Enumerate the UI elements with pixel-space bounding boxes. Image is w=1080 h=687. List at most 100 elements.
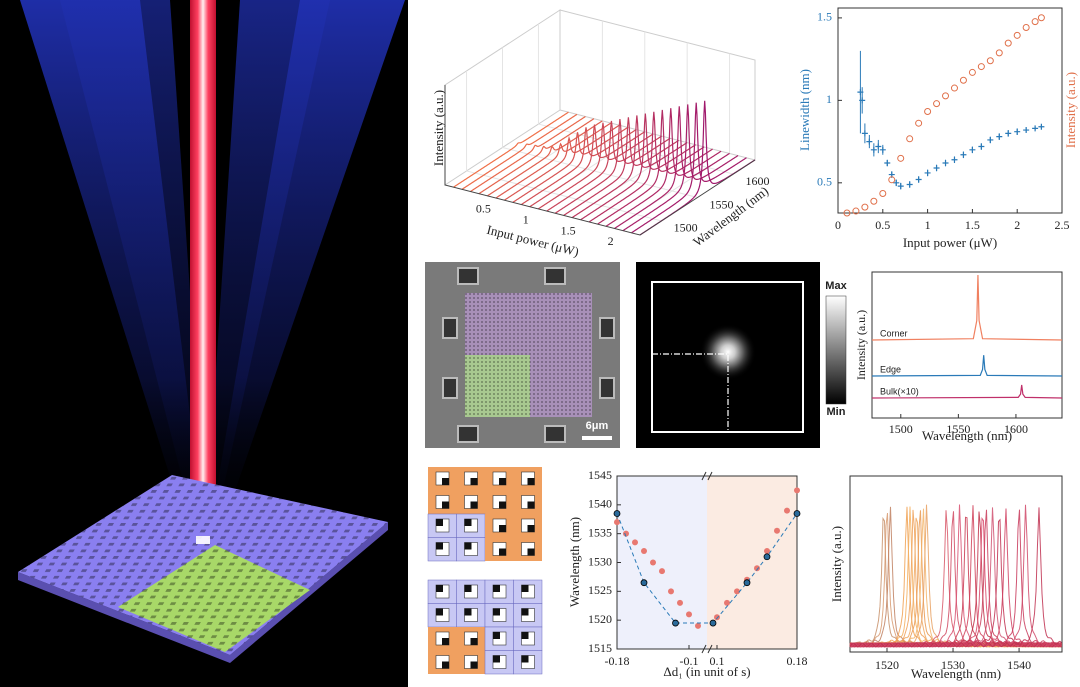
series-label: Corner — [880, 328, 908, 338]
point — [893, 179, 900, 186]
point — [623, 530, 629, 537]
point — [968, 68, 976, 76]
x-axis-label: Wavelength (nm) — [922, 428, 1012, 443]
point — [861, 203, 869, 211]
y-axis-label: Intensity (a.u.) — [854, 310, 868, 380]
left-region — [617, 476, 707, 649]
peak — [849, 509, 1062, 648]
point — [884, 160, 891, 167]
x-axis-label: Input power (μW) — [903, 235, 997, 250]
cell-corner — [493, 608, 500, 616]
point — [1005, 130, 1012, 137]
cell-corner — [436, 542, 443, 550]
point — [1023, 127, 1030, 134]
cell-corner — [527, 525, 535, 532]
colorbar-min: Min — [827, 406, 846, 418]
point — [986, 57, 994, 65]
point — [859, 97, 866, 104]
point — [677, 599, 683, 606]
x-tick-label: -0.18 — [605, 654, 630, 668]
point — [933, 100, 941, 108]
y-tick-label: 0.5 — [817, 175, 832, 189]
spectrum-trace — [563, 117, 680, 216]
x-tick-label: 0.5 — [875, 218, 890, 232]
point — [996, 133, 1003, 140]
y-tick-label: 1545 — [588, 468, 612, 482]
point — [709, 619, 717, 627]
cell-corner — [464, 519, 472, 526]
x-axis-label: Δd₁ (in unit of s) — [663, 664, 750, 679]
point — [924, 169, 931, 176]
point — [1014, 128, 1021, 135]
point — [870, 146, 877, 153]
point — [794, 487, 800, 494]
y-tick-label: 1500 — [674, 221, 698, 235]
x-tick-label: 1540 — [1007, 658, 1031, 672]
y-tick-label: 1530 — [588, 554, 612, 568]
spectrum-trace — [520, 127, 637, 206]
series-label: Bulk(×10) — [880, 386, 919, 396]
point — [672, 619, 679, 627]
point — [933, 164, 940, 171]
x-tick-label: 1 — [925, 218, 931, 232]
cell-corner — [442, 478, 449, 485]
camera-image: Max Min — [636, 262, 848, 448]
point — [995, 49, 1003, 57]
floor-grid-line — [466, 170, 662, 222]
sem-image: 6μm — [425, 262, 620, 448]
point — [959, 76, 967, 84]
spectrum-trace — [453, 111, 569, 188]
point — [906, 135, 914, 143]
spectrum-line — [871, 274, 1063, 341]
point — [724, 599, 730, 606]
cell-corner — [521, 585, 529, 592]
cell-corner — [436, 519, 443, 526]
cell-corner — [442, 501, 449, 509]
point — [650, 559, 656, 566]
y-tick-label: 1540 — [588, 497, 612, 511]
cell-corner — [470, 501, 478, 509]
cell-corner — [436, 608, 443, 616]
x-tick-label: -0.1 — [680, 654, 699, 668]
x-axis-label: Wavelength (nm) — [911, 666, 1001, 681]
colorbar-max: Max — [825, 280, 847, 292]
cell-corner — [521, 632, 529, 639]
point — [861, 130, 868, 137]
x-tick-label: 1550 — [946, 422, 970, 436]
point — [793, 510, 801, 517]
point — [695, 622, 701, 629]
spectrum-trace — [537, 122, 654, 210]
point — [915, 176, 922, 183]
cell-corner — [470, 478, 478, 485]
cell-corner — [499, 548, 506, 556]
x-tick-label: 1.5 — [965, 218, 980, 232]
point — [960, 151, 967, 158]
y-axis-label: Wavelength (nm) — [567, 517, 582, 607]
cell-corner — [470, 638, 478, 645]
point — [915, 119, 923, 127]
point — [1013, 31, 1021, 39]
floor-grid-line — [502, 147, 698, 198]
point — [951, 156, 958, 163]
point — [978, 143, 985, 150]
x-tick-label: 1.5 — [561, 223, 576, 237]
point — [686, 611, 692, 618]
cell-corner — [464, 585, 472, 592]
point — [888, 176, 896, 184]
point — [950, 84, 958, 92]
point — [866, 138, 873, 145]
point — [1032, 125, 1039, 132]
x-tick-label: 1500 — [889, 422, 913, 436]
point — [987, 136, 994, 143]
point — [843, 209, 851, 217]
point — [1031, 18, 1039, 26]
point — [1037, 14, 1045, 22]
x-tick-label: 1530 — [941, 658, 965, 672]
series-label: Edge — [880, 364, 901, 374]
x-tick-label: 0.18 — [787, 654, 808, 668]
point — [1022, 24, 1030, 32]
spectrum-trace — [504, 124, 620, 201]
point — [632, 539, 638, 546]
